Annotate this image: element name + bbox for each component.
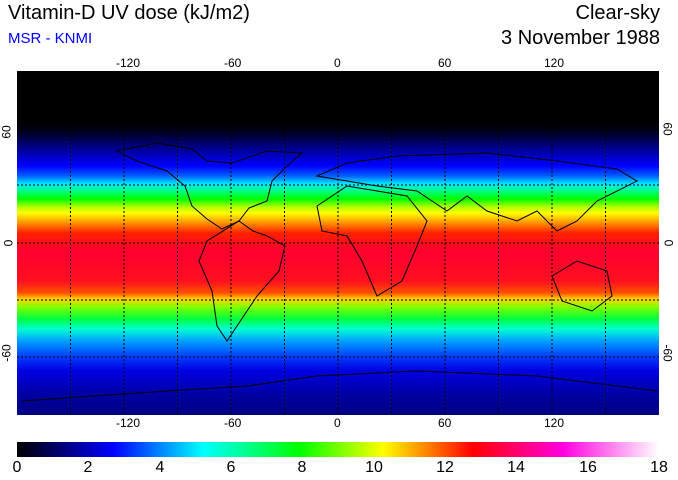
lat-label-left: 60 [0,125,14,139]
lon-label-top: -60 [224,56,242,70]
uv-dose-map [17,71,659,415]
lon-label-top: 120 [544,56,565,70]
colorbar-tick-label: 12 [436,459,454,476]
coastlines [21,142,658,402]
colorbar [17,442,659,457]
colorbar-tick-label: 18 [650,459,668,476]
lat-label-left: 0 [1,239,16,247]
map-source: MSR - KNMI [8,30,93,47]
graticule [17,71,659,415]
lon-label-top: 60 [438,56,452,70]
lon-label-bottom: -60 [224,416,242,430]
colorbar-tick-label: 14 [507,459,525,476]
sky-condition: Clear-sky [575,2,660,24]
colorbar-tick-label: 8 [297,459,307,476]
lon-label-bottom: -120 [116,416,141,430]
lat-label-left: -60 [0,344,14,362]
lon-label-top: -120 [116,56,141,70]
lat-label-right: -60 [660,344,675,362]
map-date: 3 November 1988 [501,27,660,49]
lat-label-right: 60 [660,122,675,136]
colorbar-tick-label: 10 [365,459,383,476]
lon-label-bottom: 120 [544,416,565,430]
lon-label-top: 0 [334,56,341,70]
map-overlay [17,71,659,415]
map-title: Vitamin-D UV dose (kJ/m2) [8,2,250,24]
colorbar-tick-label: 16 [579,459,597,476]
colorbar-tick-label: 2 [83,459,93,476]
colorbar-tick-label: 4 [155,459,165,476]
colorbar-tick-label: 0 [12,459,22,476]
lat-label-right: 0 [661,239,676,247]
lon-label-bottom: 0 [334,416,341,430]
lon-label-bottom: 60 [438,416,452,430]
colorbar-tick-label: 6 [226,459,236,476]
